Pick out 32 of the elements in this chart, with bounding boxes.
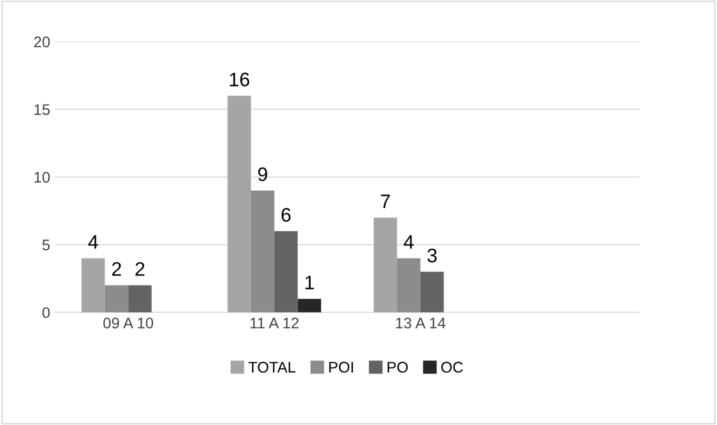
bar: [298, 298, 322, 312]
y-tick-label: 15: [34, 104, 50, 116]
data-label: 16: [230, 72, 250, 86]
bar: [228, 96, 251, 312]
data-label: 2: [136, 262, 144, 276]
bar: [397, 258, 420, 312]
x-tick-label: 09 A 10: [103, 318, 154, 328]
y-tick-label: 10: [34, 172, 50, 183]
y-tick-label: 20: [34, 36, 50, 48]
data-label: 3: [427, 248, 437, 262]
bar: [82, 258, 105, 312]
data-label: 9: [258, 167, 268, 182]
legend-label: PO: [388, 362, 408, 373]
bar: [374, 218, 398, 312]
data-label: 4: [404, 235, 414, 249]
legend-label: TOTAL: [248, 362, 296, 373]
data-label: 7: [380, 194, 390, 208]
bar: [128, 285, 152, 312]
x-tick-label: 13 A 14: [396, 318, 446, 328]
data-label: 1: [305, 276, 314, 290]
bar: [274, 231, 298, 312]
x-tick-label: 11 A 12: [250, 318, 299, 328]
bar: [250, 190, 274, 312]
y-tick-label: 5: [42, 240, 50, 250]
legend-label: OC: [441, 362, 463, 373]
y-tick-label: 0: [42, 307, 50, 318]
data-label: 4: [88, 235, 98, 249]
bar: [420, 272, 444, 312]
bar: [104, 285, 128, 312]
legend-label: POI: [329, 362, 353, 373]
data-label: 6: [282, 208, 291, 222]
data-label: 2: [112, 262, 121, 276]
